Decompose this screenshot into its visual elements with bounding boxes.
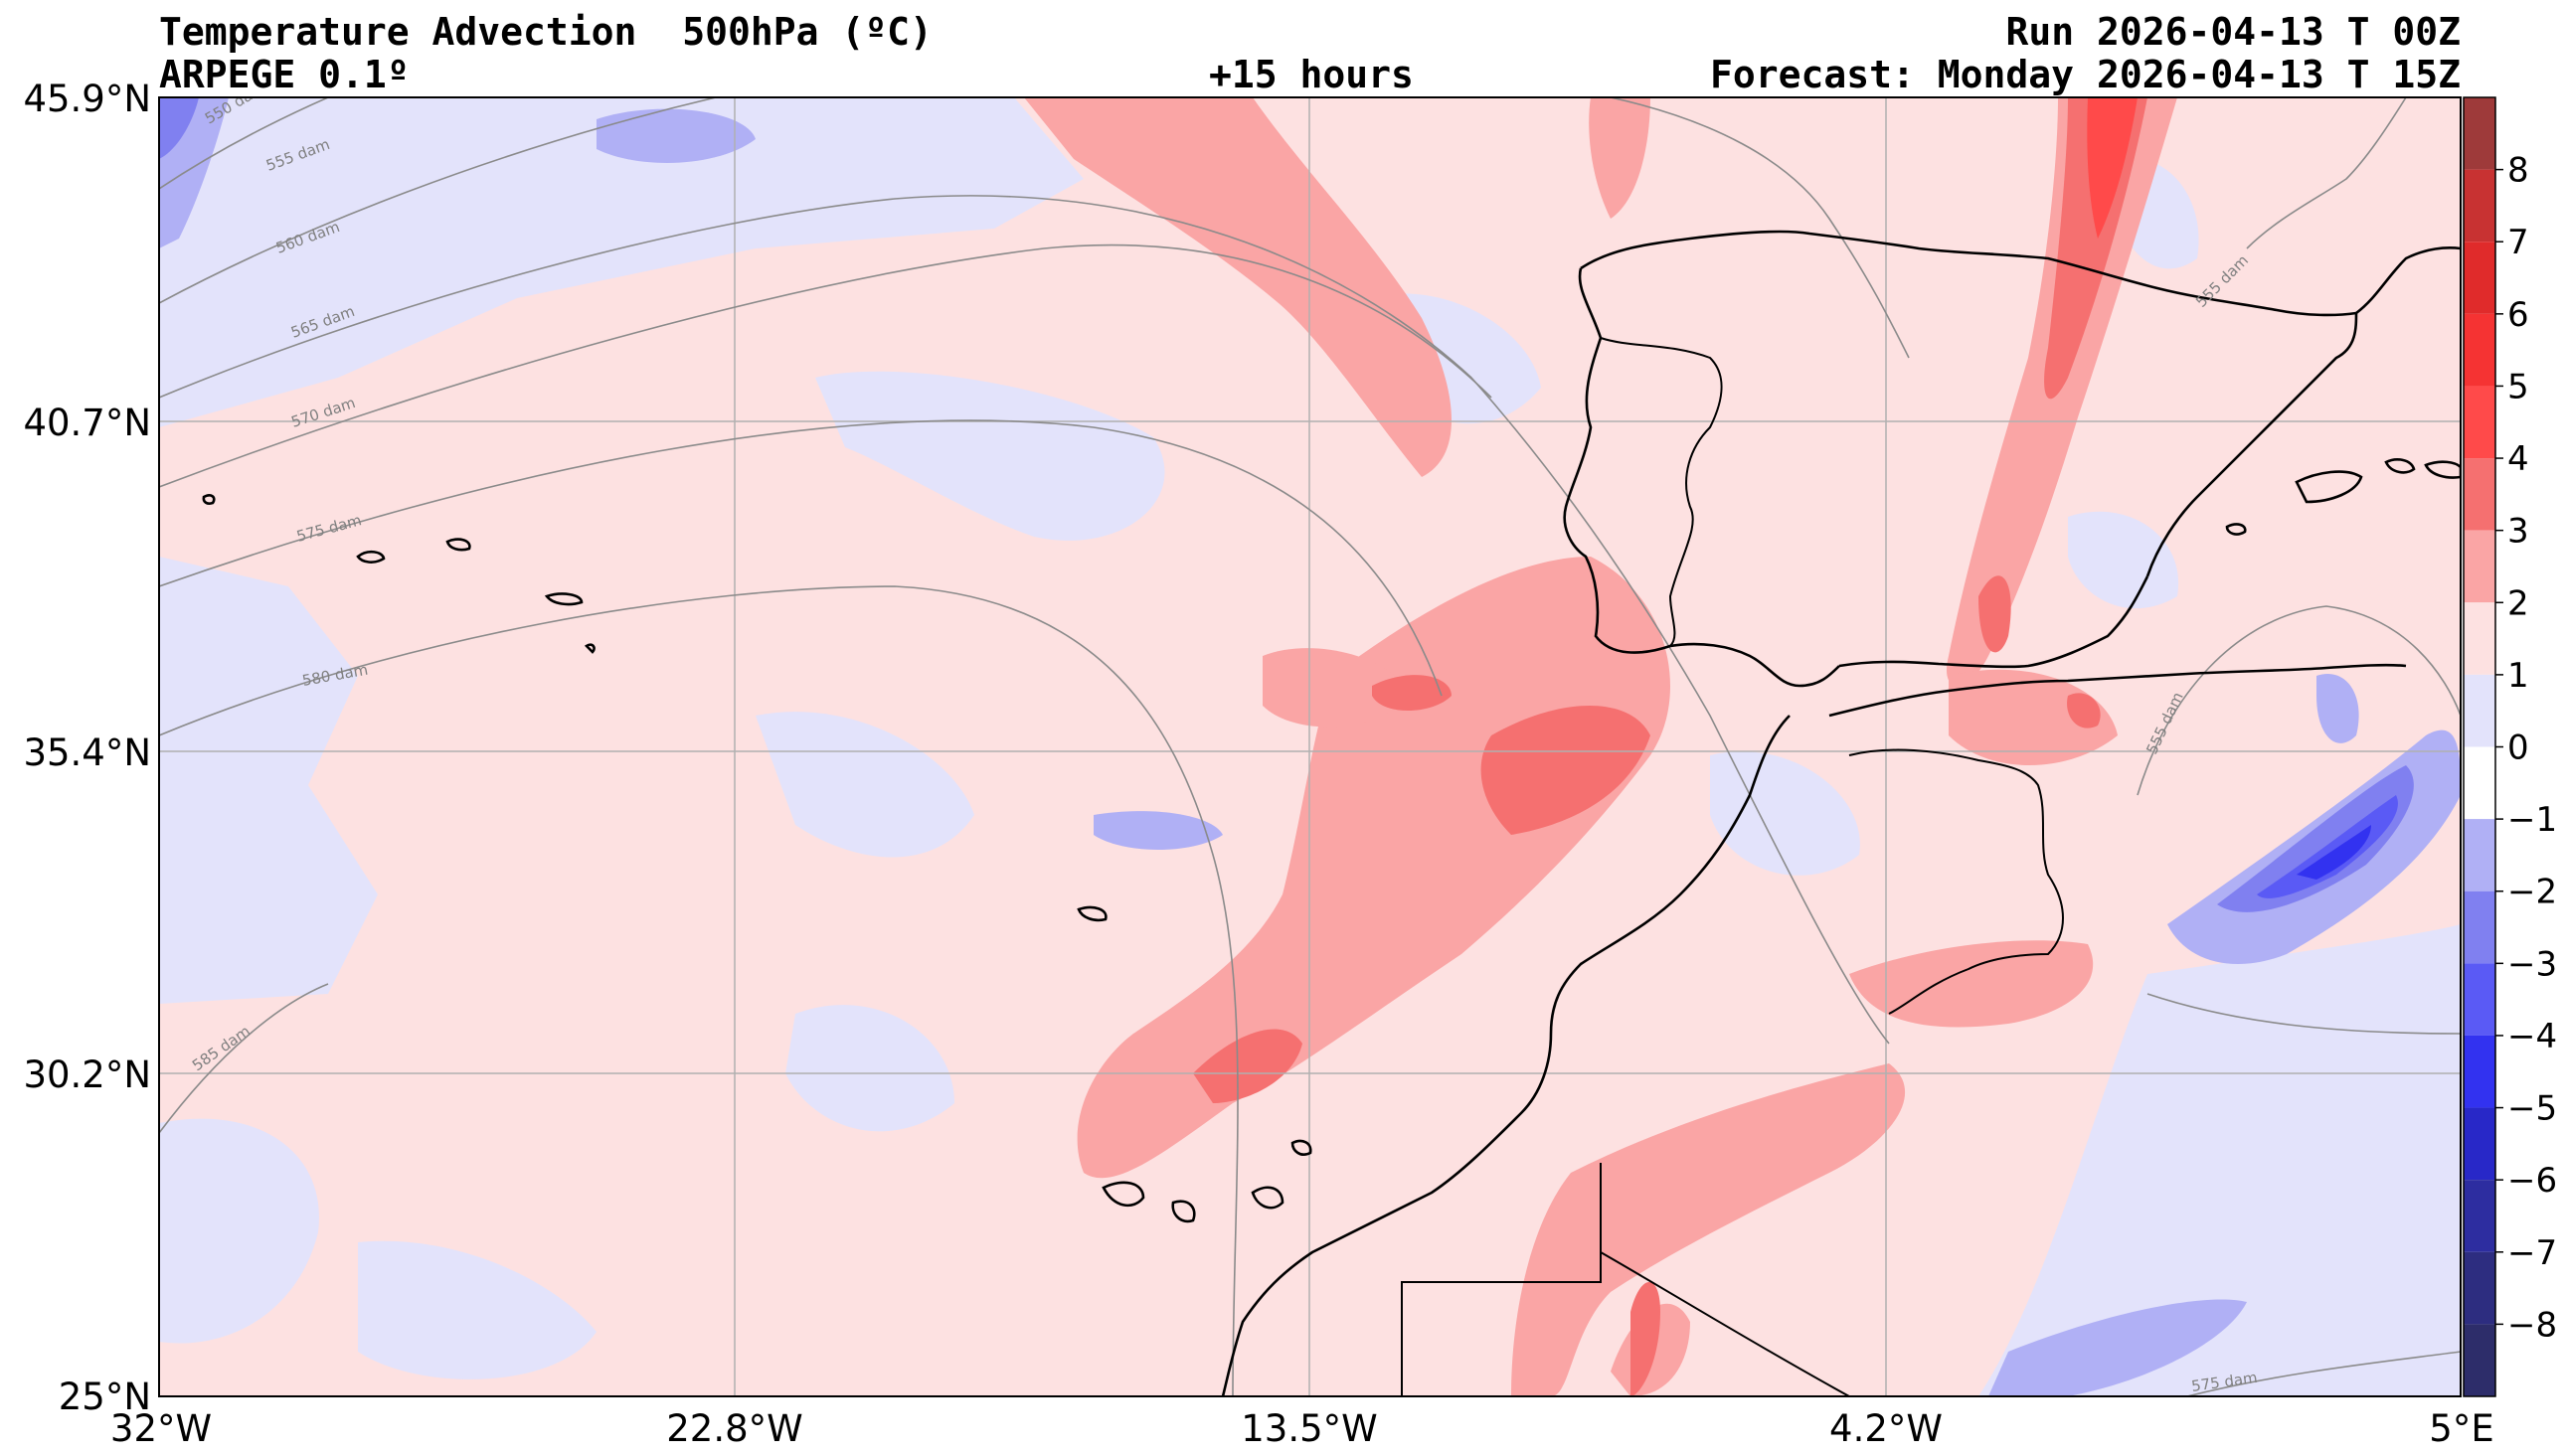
cold-advection-weak xyxy=(159,97,2461,1396)
lon-tick-4-2w: 4.2°W xyxy=(1829,1407,1943,1450)
colorbar-band xyxy=(2464,1324,2495,1396)
colorbar-band xyxy=(2464,819,2495,891)
warm-advection-strong xyxy=(2087,97,2138,239)
colorbar-band xyxy=(2464,242,2495,314)
colorbar-tick-label: 8 xyxy=(2507,151,2529,191)
colorbar-tick-label: 1 xyxy=(2507,656,2529,696)
chart-title: Temperature Advection 500hPa (ºC) xyxy=(159,10,933,54)
lat-tick-25: 25°N xyxy=(59,1375,151,1418)
map-plot-area: 550 dam 555 dam 560 dam 565 dam 570 dam … xyxy=(159,97,2461,1396)
colorbar-band xyxy=(2464,1251,2495,1325)
longitude-tick-labels: 32°W 22.8°W 13.5°W 4.2°W 5°E xyxy=(110,1407,2494,1450)
colorbar-band xyxy=(2464,602,2495,675)
colorbar-tick-label: 6 xyxy=(2507,295,2529,335)
colorbar-band xyxy=(2464,458,2495,531)
colorbar-band xyxy=(2464,1180,2495,1252)
colorbar-band xyxy=(2464,890,2495,964)
valid-time-label: Forecast: Monday 2026-04-13 T 15Z xyxy=(1710,53,2461,96)
lon-tick-22-8w: 22.8°W xyxy=(666,1407,802,1450)
country-borders xyxy=(1401,337,2064,1396)
colorbar-tick-label: −7 xyxy=(2507,1233,2557,1273)
colorbar-band xyxy=(2464,313,2495,387)
warm-advection-moderate xyxy=(1193,97,2147,1396)
colorbar: 8 7 6 5 4 3 2 1 0 −1 −2 −3 −4 −5 −6 −7 −8 xyxy=(2463,96,2557,1397)
colorbar-tick-label: −1 xyxy=(2507,800,2557,840)
colorbar-tick-label: −2 xyxy=(2507,873,2557,912)
geopotential-contours xyxy=(159,97,2461,1396)
colorbar-tick-label: 2 xyxy=(2507,583,2529,623)
colorbar-tick-label: 0 xyxy=(2507,728,2529,768)
lat-tick-35-4: 35.4°N xyxy=(23,731,151,774)
lat-tick-45-9: 45.9°N xyxy=(23,78,151,120)
colorbar-tick-label: 7 xyxy=(2507,223,2529,262)
cold-advection-core xyxy=(159,97,2461,1396)
lat-tick-40-7: 40.7°N xyxy=(23,402,151,444)
map-frame xyxy=(158,96,2462,1397)
run-label: Run 2026-04-13 T 00Z xyxy=(2005,10,2461,54)
lon-tick-5e: 5°E xyxy=(2429,1407,2493,1450)
colorbar-band xyxy=(2464,674,2495,747)
colorbar-band xyxy=(2464,963,2495,1036)
colorbar-tick-label: 4 xyxy=(2507,439,2529,479)
colorbar-band xyxy=(2464,386,2495,459)
colorbar-band xyxy=(2464,530,2495,603)
colorbar-tick-label: −4 xyxy=(2507,1017,2557,1056)
colorbar-band xyxy=(2464,169,2495,243)
colorbar-tick-label: 5 xyxy=(2507,367,2529,406)
latitude-tick-labels: 45.9°N 40.7°N 35.4°N 30.2°N 25°N xyxy=(23,78,151,1418)
model-label: ARPEGE 0.1º xyxy=(159,53,410,96)
colorbar-band xyxy=(2464,1035,2495,1108)
colorbar-band xyxy=(2464,1107,2495,1181)
lon-tick-13-5w: 13.5°W xyxy=(1241,1407,1377,1450)
colorbar-tick-label: −6 xyxy=(2507,1161,2557,1201)
lat-tick-30-2: 30.2°N xyxy=(23,1053,151,1096)
forecast-lead-label: +15 hours xyxy=(1209,53,1414,96)
colorbar-tick-label: 3 xyxy=(2507,512,2529,552)
colorbar-tick-label: −8 xyxy=(2507,1305,2557,1345)
coastlines xyxy=(202,230,2461,1396)
colorbar-band xyxy=(2464,97,2495,170)
lon-tick-32w: 32°W xyxy=(110,1407,212,1450)
colorbar-tick-label: −3 xyxy=(2507,944,2557,984)
colorbar-tick-label: −5 xyxy=(2507,1089,2557,1129)
warm-advection-weak xyxy=(1024,97,2177,1396)
